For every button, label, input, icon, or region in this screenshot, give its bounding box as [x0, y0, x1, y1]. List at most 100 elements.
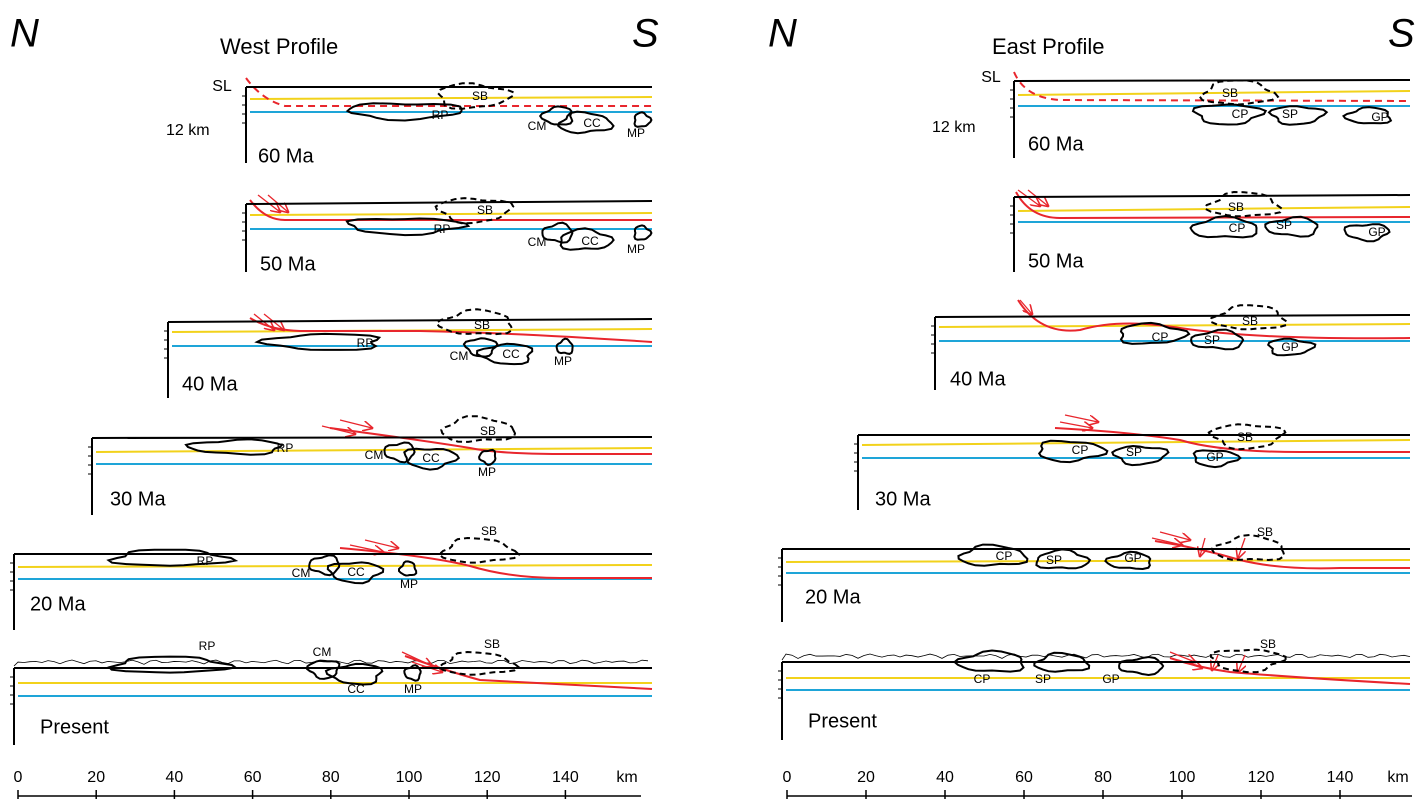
pluton-outline [953, 649, 1025, 673]
pluton-outline [1267, 105, 1329, 126]
pluton-label: SB [472, 89, 488, 103]
scale-tick-label: 120 [474, 769, 501, 786]
profile-title: West Profile [220, 34, 338, 59]
south-label: S [1388, 12, 1415, 56]
surface-line [167, 318, 653, 323]
pluton-outline [107, 655, 238, 674]
scale-tick-label: 40 [166, 769, 184, 786]
pluton-label: CM [528, 119, 547, 133]
fault-line [1154, 540, 1410, 570]
pluton-label: RP [357, 336, 374, 350]
pluton-outline [1037, 439, 1109, 464]
scale-tick-label: 120 [1248, 769, 1275, 786]
pluton-label: RP [434, 222, 451, 236]
slip-arrow [321, 425, 355, 434]
pluton-label: MP [404, 682, 422, 696]
depth-label: 12 km [166, 122, 210, 139]
pluton-outline [555, 337, 574, 355]
yellow-horizon [249, 96, 653, 100]
pluton-label: SB [480, 424, 496, 438]
pluton-outline [957, 543, 1029, 567]
pluton-label: CM [313, 645, 332, 659]
pluton-label: MP [627, 126, 645, 140]
age-label: 40 Ma [182, 373, 238, 395]
yellow-horizon [938, 323, 1411, 328]
pluton-outline [437, 536, 521, 564]
pluton-label: SB [1222, 86, 1238, 100]
pluton-label: CP [974, 672, 991, 686]
fault-line [1054, 427, 1410, 453]
pluton-label: CC [347, 682, 365, 696]
slip-arrow [1017, 189, 1040, 206]
pluton-outline [1264, 215, 1319, 238]
pluton-outline [462, 337, 499, 358]
age-label: 50 Ma [260, 253, 316, 275]
slip-arrow [1059, 422, 1092, 428]
pluton-outline [1209, 304, 1288, 331]
scale-tick-label: 100 [396, 769, 423, 786]
slip-arrow [1238, 654, 1245, 672]
pluton-outline [106, 548, 239, 567]
scale-tick-label: 60 [244, 769, 262, 786]
pluton-outline [324, 662, 384, 686]
slip-arrow [1200, 537, 1205, 556]
pluton-label: MP [400, 577, 418, 591]
fault-line [1013, 71, 1411, 102]
yellow-horizon [785, 559, 1411, 563]
pluton-label: MP [627, 242, 645, 256]
north-label: N [10, 12, 39, 56]
slip-arrow [1064, 414, 1098, 422]
pluton-outline [633, 224, 653, 241]
yellow-horizon [249, 212, 653, 216]
pluton-label: CM [365, 448, 384, 462]
pluton-outline [383, 441, 416, 464]
slip-arrow [401, 651, 432, 666]
pluton-outline [403, 447, 461, 471]
pluton-outline [306, 659, 341, 680]
pluton-outline [434, 308, 514, 336]
pluton-label: CC [581, 234, 599, 248]
pluton-label: CM [450, 349, 469, 363]
pluton-outline [1033, 651, 1091, 673]
age-label: 20 Ma [30, 593, 86, 615]
pluton-label: CP [1232, 107, 1249, 121]
pluton-label: CM [528, 235, 547, 249]
fault-line [245, 77, 652, 107]
pluton-label: SB [481, 524, 497, 538]
scale-unit: km [616, 769, 637, 786]
pluton-outline [1190, 328, 1245, 351]
fault-line [329, 427, 652, 455]
pluton-outline [1198, 79, 1280, 106]
pluton-label: SB [1237, 430, 1253, 444]
pluton-label: SP [1276, 218, 1292, 232]
pluton-label: MP [478, 465, 496, 479]
pluton-outline [437, 650, 521, 676]
depth-label: 12 km [932, 119, 976, 136]
slip-arrow [1027, 189, 1048, 206]
scale-tick-label: 0 [14, 769, 23, 786]
pluton-label: GP [1368, 225, 1385, 239]
slip-arrow [1151, 537, 1182, 545]
pluton-label: SB [484, 637, 500, 651]
pluton-label: SB [1242, 314, 1258, 328]
pluton-label: RP [277, 441, 294, 455]
topography [781, 653, 1411, 661]
pluton-outline [254, 332, 382, 351]
sea-level-label: SL [981, 69, 1001, 86]
pluton-label: MP [554, 354, 572, 368]
pluton-label: GP [1281, 340, 1298, 354]
pluton-outline [345, 217, 471, 237]
sea-level-label: SL [212, 78, 232, 95]
yellow-horizon [95, 447, 653, 453]
pluton-outline [1343, 223, 1391, 243]
slip-arrow [1019, 299, 1032, 314]
pluton-outline [1210, 533, 1286, 562]
slip-arrow [1169, 651, 1195, 662]
yellow-horizon [1017, 90, 1411, 96]
slip-arrow [364, 539, 398, 548]
yellow-horizon [861, 439, 1411, 446]
scale-tick-label: 40 [936, 769, 954, 786]
pluton-label: CC [347, 565, 365, 579]
scale-tick-label: 100 [1169, 769, 1196, 786]
pluton-outline [633, 111, 653, 128]
